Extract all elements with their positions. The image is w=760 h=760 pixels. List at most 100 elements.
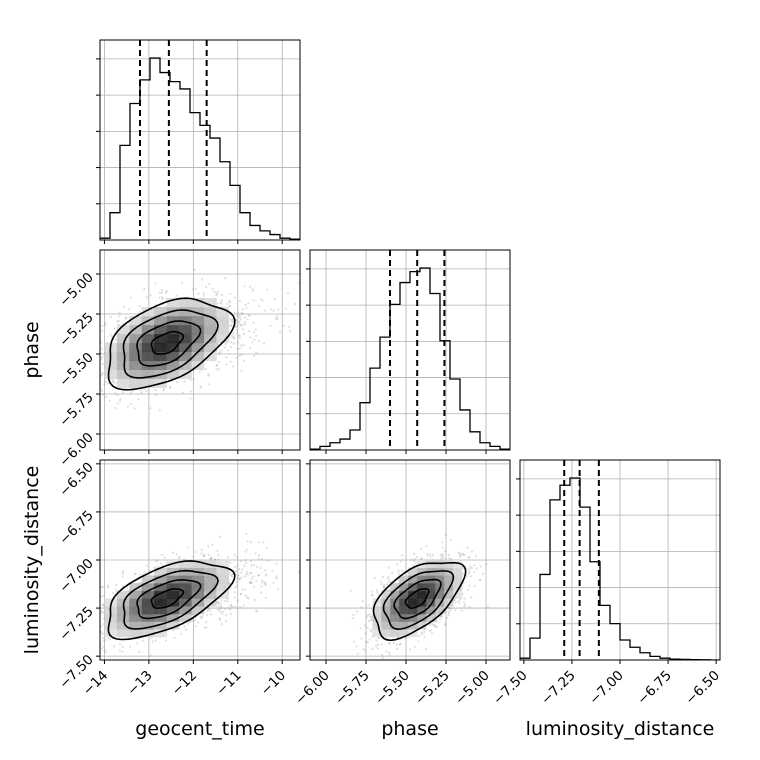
sample-point — [139, 573, 142, 576]
sample-point — [468, 568, 471, 571]
sample-point — [224, 607, 227, 611]
sample-point — [261, 579, 264, 582]
sample-point — [218, 617, 221, 620]
density-cell — [166, 351, 180, 362]
sample-point — [189, 378, 192, 382]
density-cell — [141, 342, 155, 353]
x-tick-label: −11 — [213, 668, 244, 699]
density-blocks — [104, 298, 230, 388]
sample-point — [118, 400, 122, 403]
sample-point — [127, 308, 131, 311]
density-cell — [154, 307, 167, 317]
sample-point — [236, 347, 239, 350]
sample-point — [442, 556, 445, 560]
sample-point — [258, 554, 261, 557]
sample-point — [250, 577, 253, 580]
sample-point — [229, 301, 232, 304]
sample-point — [154, 393, 157, 396]
sample-point — [241, 324, 244, 327]
sample-point — [183, 380, 186, 383]
sample-point — [366, 641, 369, 644]
sample-point — [370, 629, 373, 633]
sample-point — [169, 385, 172, 388]
sample-point — [418, 634, 421, 638]
sample-point — [101, 586, 105, 589]
sample-point — [391, 571, 394, 575]
sample-point — [250, 571, 253, 574]
sample-point — [194, 287, 197, 290]
sample-point — [97, 612, 99, 614]
sample-point — [244, 575, 247, 578]
sample-point — [193, 619, 196, 622]
sample-point — [414, 645, 417, 648]
sample-point — [381, 656, 385, 660]
sample-point — [175, 294, 178, 297]
sample-point — [475, 567, 478, 570]
x-tick-label: −13 — [124, 668, 155, 699]
sample-point — [209, 557, 212, 560]
density-cell — [129, 360, 142, 370]
sample-point — [236, 314, 239, 317]
density-cell — [204, 315, 217, 326]
sample-point — [195, 551, 198, 554]
sample-point — [274, 575, 278, 578]
sample-point — [178, 556, 181, 560]
sample-point — [263, 309, 267, 312]
sample-point — [241, 312, 244, 315]
sample-point — [387, 589, 390, 592]
sample-point — [470, 550, 474, 553]
sample-point — [245, 532, 248, 536]
sample-point — [249, 581, 252, 584]
sample-point — [199, 385, 202, 388]
sample-point — [289, 330, 292, 333]
sample-point — [412, 559, 416, 562]
sample-point — [253, 598, 256, 602]
density-cell — [154, 567, 167, 576]
sample-point — [449, 538, 452, 541]
sample-point — [404, 637, 407, 640]
density-cell — [166, 598, 180, 607]
y-tick-label: −5.00 — [56, 270, 97, 311]
sample-point — [282, 324, 285, 327]
sample-point — [257, 574, 260, 577]
sample-point — [217, 605, 220, 608]
density-cell — [141, 629, 155, 638]
sample-point — [121, 650, 124, 653]
sample-point — [88, 641, 90, 643]
sample-point — [240, 571, 243, 574]
sample-point — [448, 557, 451, 560]
density-cell — [129, 342, 142, 353]
sample-point — [412, 564, 415, 567]
density-cell — [154, 324, 167, 335]
sample-point — [258, 304, 261, 308]
sample-point — [197, 292, 200, 295]
sample-point — [96, 641, 98, 643]
sample-point — [207, 608, 210, 611]
sample-point — [252, 575, 255, 578]
sample-point — [116, 320, 119, 323]
sample-point — [463, 554, 466, 557]
sample-point — [388, 654, 391, 657]
sample-point — [463, 597, 466, 600]
sample-point — [211, 543, 214, 546]
sample-point — [102, 623, 105, 626]
sample-point — [228, 571, 231, 574]
sample-point — [379, 580, 382, 583]
density-cell — [129, 351, 142, 362]
panel-frame — [99, 249, 301, 451]
sample-point — [221, 612, 224, 615]
density-cell — [179, 560, 192, 568]
sample-point — [251, 341, 254, 344]
density-cell — [204, 583, 217, 592]
sample-point — [375, 589, 379, 592]
sample-point — [467, 572, 470, 575]
sample-point — [92, 391, 94, 393]
contour-line — [150, 330, 185, 355]
sample-point — [239, 606, 242, 609]
density-cell — [191, 606, 205, 615]
sample-point — [162, 388, 166, 391]
sample-point — [94, 368, 96, 370]
panel-geocent_time-geocent_time — [96, 39, 301, 244]
sample-point — [232, 335, 235, 338]
sample-point — [286, 292, 290, 295]
